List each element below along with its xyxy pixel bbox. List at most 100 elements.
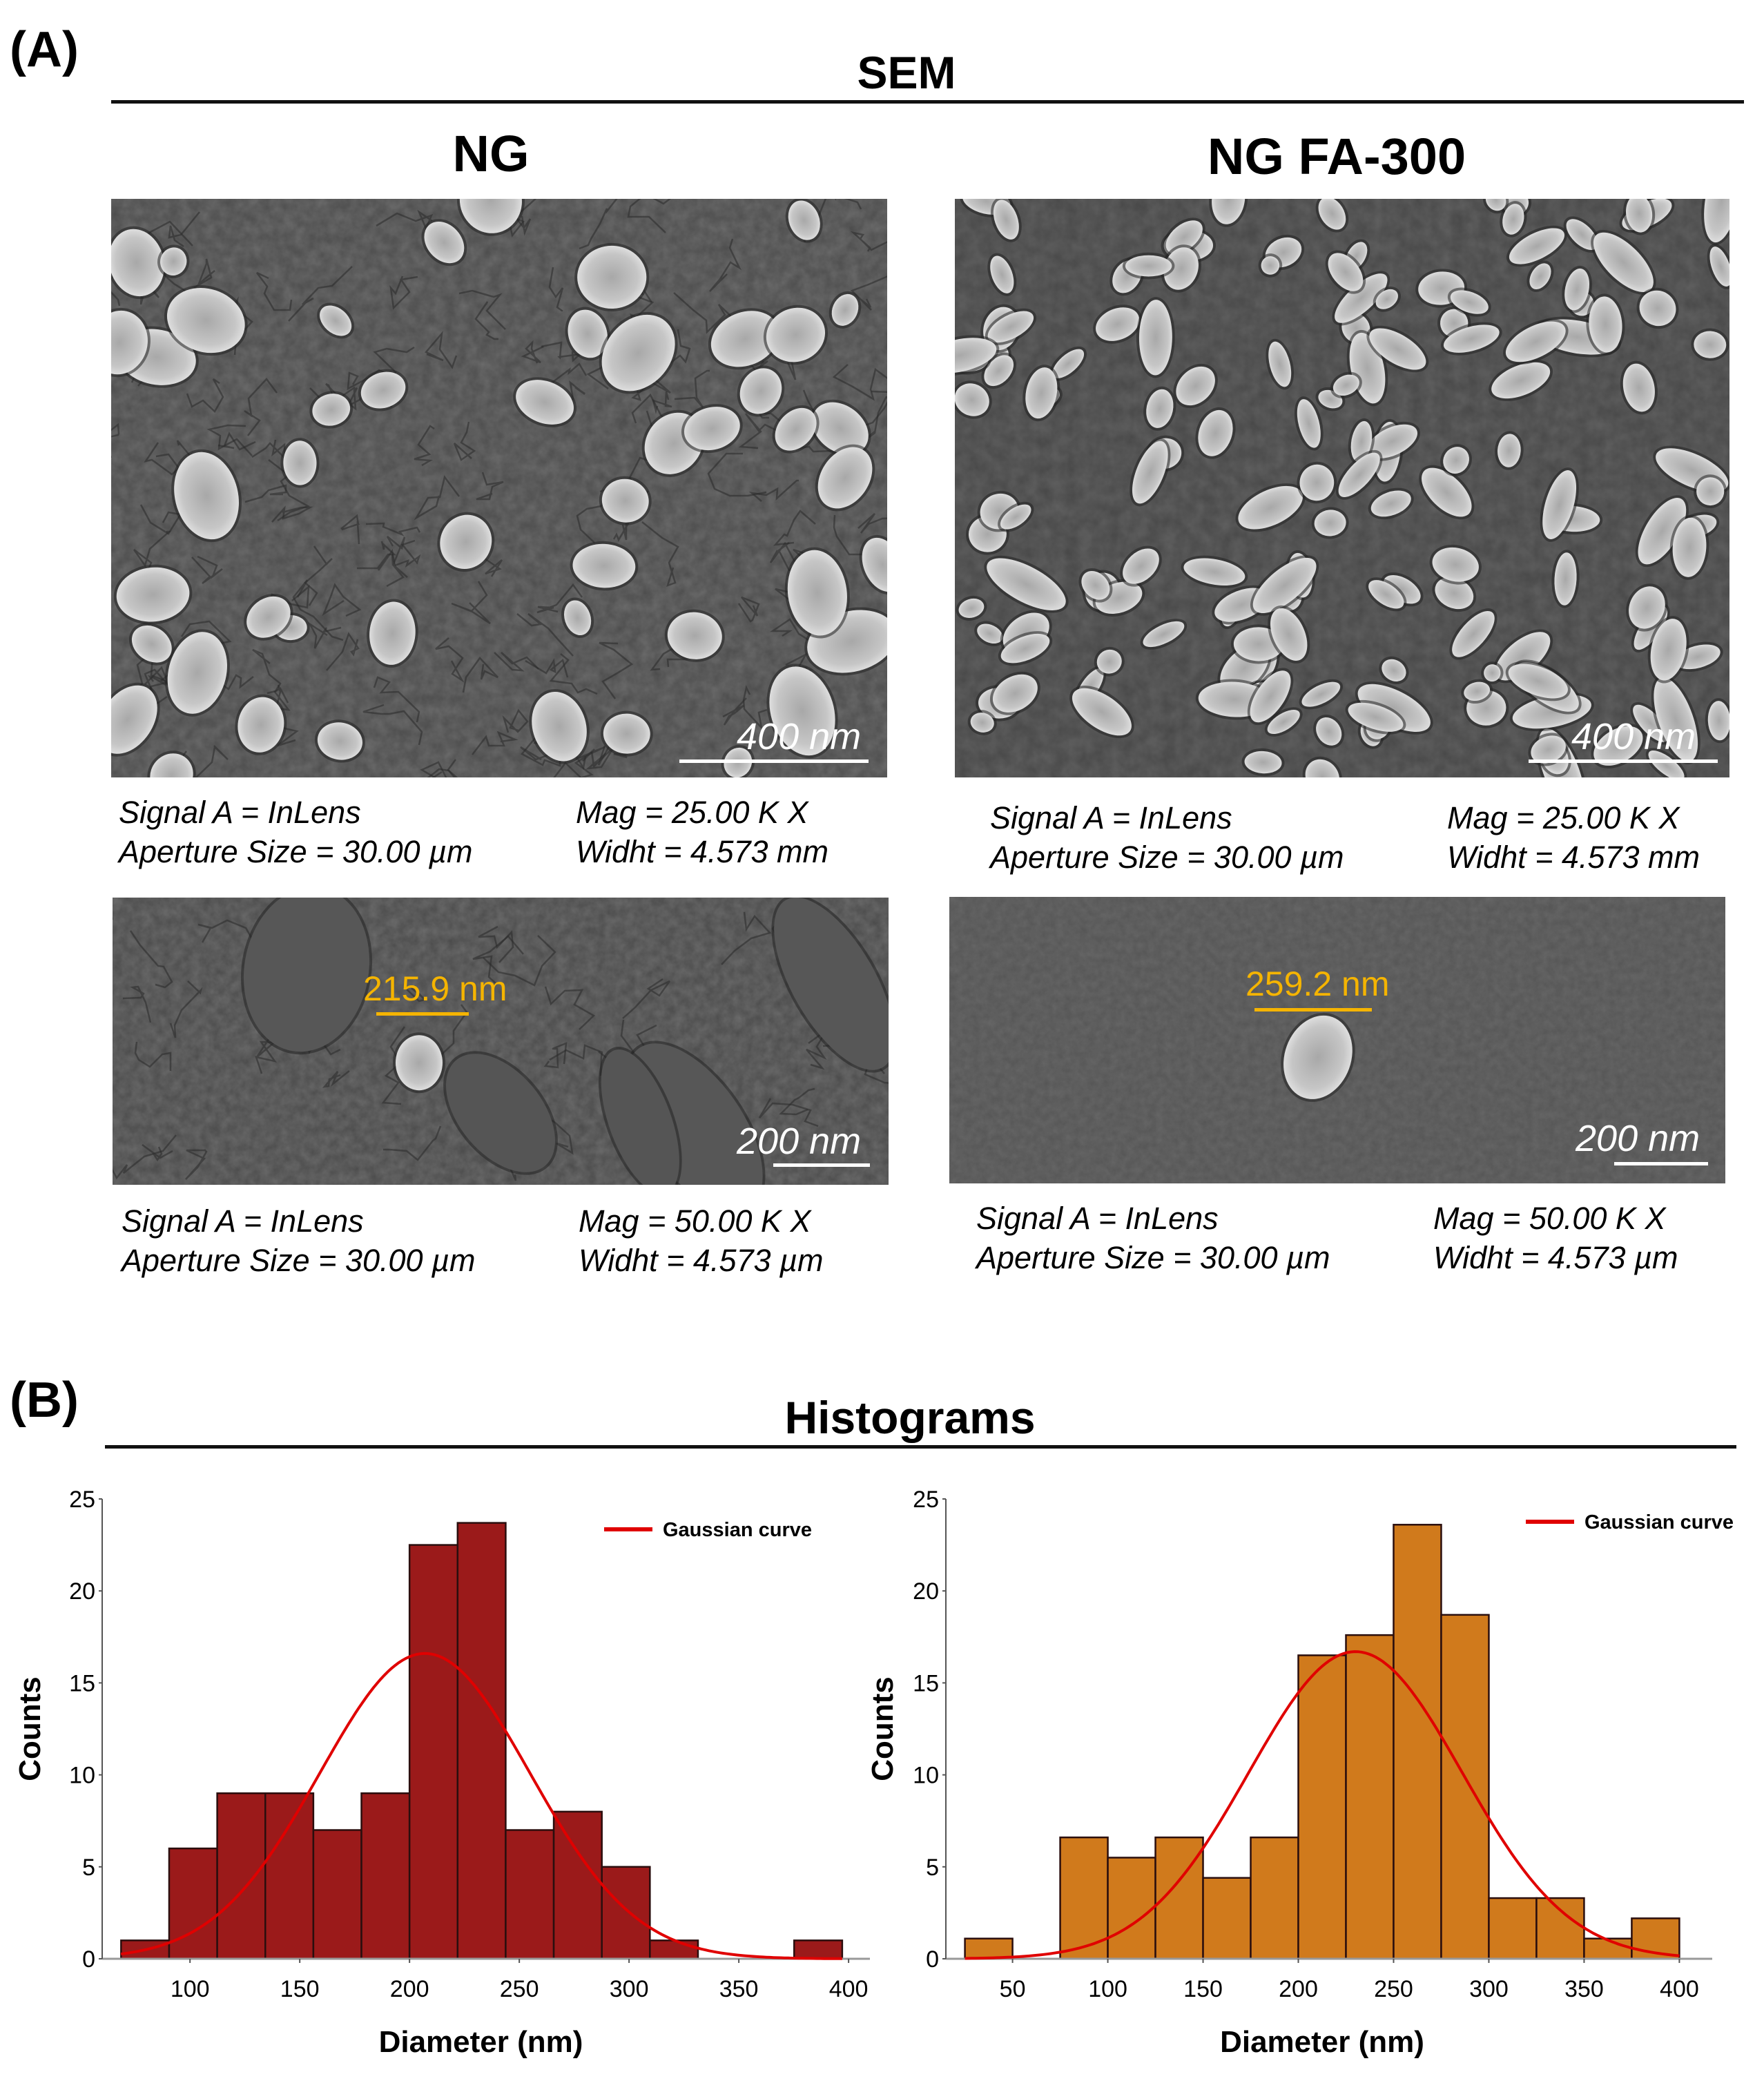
histograms-title-rule bbox=[105, 1445, 1736, 1449]
scale-label-ng-25k: 400 nm bbox=[737, 716, 862, 757]
caption-ng-25k-width: Widht = 4.573 mm bbox=[576, 834, 828, 869]
caption-fa-25k-width: Widht = 4.573 mm bbox=[1447, 840, 1700, 875]
svg-text:15: 15 bbox=[69, 1670, 95, 1696]
measurement-label-ng: 215.9 nm bbox=[363, 969, 507, 1008]
svg-text:Gaussian curve: Gaussian curve bbox=[1584, 1511, 1734, 1533]
svg-text:10: 10 bbox=[69, 1763, 95, 1789]
svg-text:250: 250 bbox=[1374, 1976, 1413, 2002]
caption-ng-25k-mag: Mag = 25.00 K X bbox=[576, 795, 808, 830]
panel-b-label: (B) bbox=[10, 1373, 79, 1428]
measurement-label-ng-fa300: 259.2 nm bbox=[1246, 965, 1390, 1003]
svg-text:0: 0 bbox=[926, 1946, 939, 1973]
svg-text:15: 15 bbox=[913, 1670, 939, 1696]
svg-text:Counts: Counts bbox=[866, 1676, 900, 1781]
svg-text:100: 100 bbox=[171, 1976, 210, 2002]
caption-fa-50k-aperture: Aperture Size = 30.00 µm bbox=[976, 1240, 1330, 1275]
caption-fa-50k-signal: Signal A = InLens bbox=[976, 1201, 1219, 1236]
panel-a-label: (A) bbox=[10, 22, 79, 77]
svg-text:10: 10 bbox=[913, 1763, 939, 1789]
histogram-bar bbox=[964, 1937, 1014, 1960]
histogram-bar bbox=[505, 1829, 555, 1960]
svg-text:0: 0 bbox=[82, 1946, 95, 1973]
histogram-bar bbox=[1393, 1524, 1442, 1960]
measurement-bar-ng bbox=[376, 1012, 469, 1016]
svg-text:300: 300 bbox=[610, 1976, 649, 2002]
scale-bar-ng-25k bbox=[679, 759, 869, 763]
sem-image-ng-25k bbox=[111, 199, 887, 777]
gaussian-curve bbox=[121, 1652, 842, 1960]
histogram-bar bbox=[552, 1810, 603, 1960]
svg-text:200: 200 bbox=[1279, 1976, 1318, 2002]
svg-text:400: 400 bbox=[1660, 1976, 1699, 2002]
histogram-bar bbox=[1583, 1937, 1633, 1960]
svg-text:150: 150 bbox=[280, 1976, 320, 2002]
svg-text:Counts: Counts bbox=[13, 1676, 47, 1781]
column-title-ng: NG bbox=[452, 125, 530, 182]
svg-text:25: 25 bbox=[913, 1487, 939, 1513]
histogram-ng: 0 5 10 15 20 25 100 150 200 250 300 350 400 Gaussian … bbox=[0, 1478, 870, 2081]
histogram-bar bbox=[264, 1792, 315, 1960]
scale-bar-ng-fa300-25k bbox=[1529, 759, 1718, 763]
histogram-bar bbox=[1440, 1614, 1490, 1960]
caption-ng-50k-width: Widht = 4.573 µm bbox=[579, 1243, 824, 1278]
histogram-bar bbox=[1107, 1857, 1156, 1960]
measurement-bar-ng-fa300 bbox=[1254, 1008, 1372, 1012]
scale-bar-ng-50k bbox=[773, 1163, 870, 1167]
histogram-bar bbox=[1488, 1897, 1538, 1960]
histogram-bar bbox=[408, 1544, 459, 1960]
sem-image-ng-fa300-25k bbox=[955, 199, 1729, 777]
caption-ng-50k-signal: Signal A = InLens bbox=[122, 1203, 364, 1239]
svg-text:5: 5 bbox=[926, 1855, 939, 1881]
histogram-bar bbox=[216, 1792, 266, 1960]
sem-section-title: SEM bbox=[857, 47, 956, 98]
histogram-bar bbox=[456, 1522, 507, 1960]
sem-image-ng-fa300-50k bbox=[949, 897, 1725, 1183]
svg-text:350: 350 bbox=[1564, 1976, 1604, 2002]
histogram-bar bbox=[1345, 1634, 1395, 1960]
histogram-bar bbox=[168, 1847, 218, 1960]
svg-text:50: 50 bbox=[1000, 1976, 1026, 2002]
histogram-bar bbox=[793, 1939, 844, 1960]
histogram-bar bbox=[1535, 1897, 1585, 1960]
svg-text:20: 20 bbox=[69, 1578, 95, 1605]
histogram-bar bbox=[360, 1792, 411, 1960]
caption-fa-50k-mag: Mag = 50.00 K X bbox=[1433, 1201, 1666, 1236]
caption-ng-50k-aperture: Aperture Size = 30.00 µm bbox=[122, 1243, 476, 1278]
sem-title-rule bbox=[111, 100, 1744, 104]
svg-text:300: 300 bbox=[1469, 1976, 1509, 2002]
histogram-bar bbox=[1297, 1654, 1347, 1960]
histogram-bar bbox=[649, 1939, 699, 1960]
scale-bar-ng-fa300-50k bbox=[1614, 1162, 1708, 1165]
scale-label-ng-fa300-50k: 200 nm bbox=[1576, 1118, 1700, 1159]
svg-text:Diameter (nm): Diameter (nm) bbox=[379, 2025, 583, 2059]
svg-text:Gaussian curve: Gaussian curve bbox=[663, 1519, 812, 1541]
caption-fa-50k-width: Widht = 4.573 µm bbox=[1433, 1240, 1678, 1275]
svg-text:400: 400 bbox=[829, 1976, 869, 2002]
sem-image-ng-50k bbox=[113, 898, 889, 1185]
svg-text:200: 200 bbox=[390, 1976, 429, 2002]
histograms-section-title: Histograms bbox=[784, 1392, 1036, 1443]
histogram-bar bbox=[312, 1829, 362, 1960]
scale-label-ng-50k: 200 nm bbox=[737, 1121, 862, 1162]
caption-ng-25k-aperture: Aperture Size = 30.00 µm bbox=[119, 834, 473, 869]
histogram-bar bbox=[1202, 1877, 1252, 1960]
histogram-ng-fa300: 0 5 10 15 20 25 50 100 150 200 250 300 350 400 Gaussia… bbox=[853, 1478, 1764, 2081]
svg-text:25: 25 bbox=[69, 1487, 95, 1513]
scale-label-ng-fa300-25k: 400 nm bbox=[1571, 716, 1696, 757]
histogram-bar bbox=[601, 1866, 651, 1960]
svg-text:250: 250 bbox=[500, 1976, 539, 2002]
caption-fa-25k-mag: Mag = 25.00 K X bbox=[1447, 800, 1680, 835]
histogram-bar bbox=[1250, 1836, 1299, 1960]
gaussian-curve bbox=[965, 1650, 1680, 1960]
svg-text:20: 20 bbox=[913, 1578, 939, 1605]
caption-ng-50k-mag: Mag = 50.00 K X bbox=[579, 1203, 811, 1239]
column-title-ng-fa300: NG FA-300 bbox=[1207, 128, 1466, 185]
svg-text:150: 150 bbox=[1183, 1976, 1223, 2002]
caption-ng-25k-signal: Signal A = InLens bbox=[119, 795, 361, 830]
svg-text:5: 5 bbox=[82, 1855, 95, 1881]
caption-fa-25k-signal: Signal A = InLens bbox=[990, 800, 1232, 835]
svg-text:350: 350 bbox=[719, 1976, 759, 2002]
caption-fa-25k-aperture: Aperture Size = 30.00 µm bbox=[990, 840, 1344, 875]
histogram-bar bbox=[1059, 1836, 1109, 1960]
svg-text:100: 100 bbox=[1088, 1976, 1127, 2002]
